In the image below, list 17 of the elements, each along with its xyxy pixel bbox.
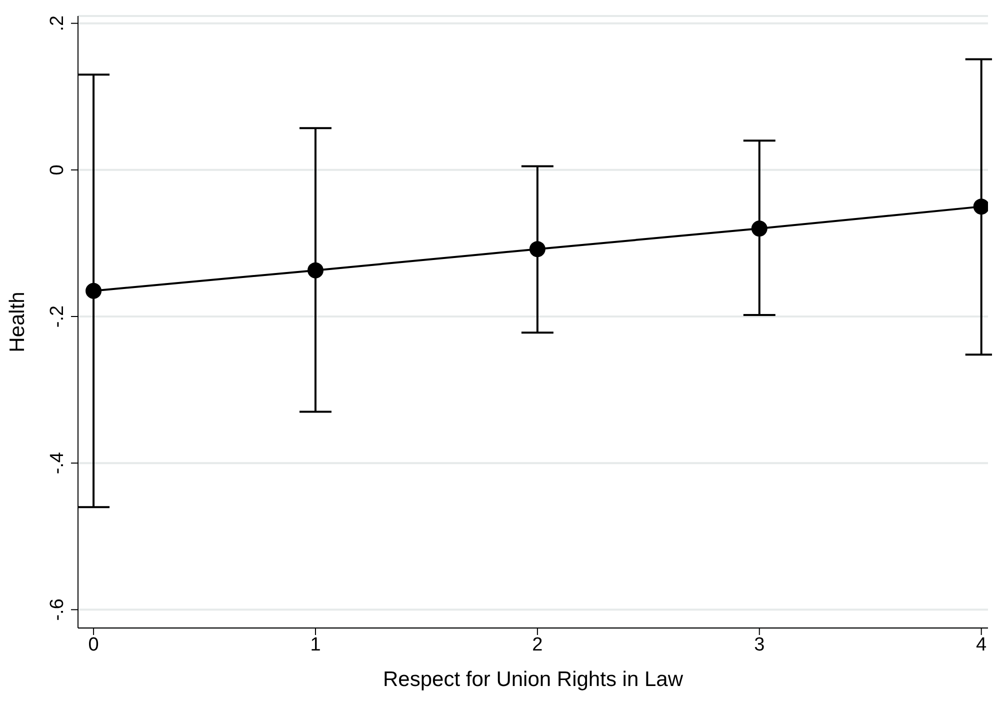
- point: [86, 282, 102, 299]
- y-axis-title: Health: [6, 292, 29, 352]
- x-tick-label: 1: [310, 634, 321, 656]
- x-tick-label: 0: [88, 634, 99, 656]
- y-tick-label: -.6: [47, 598, 68, 621]
- point: [973, 198, 988, 215]
- x-tick-label: 4: [976, 634, 988, 656]
- y-tick-label: 0: [47, 164, 68, 176]
- x-tick-label: 2: [532, 634, 543, 656]
- y-tick-label: .2: [47, 15, 68, 32]
- point: [529, 241, 546, 258]
- point: [751, 220, 768, 237]
- point: [307, 262, 324, 278]
- x-axis-title: Respect for Union Rights in Law: [383, 668, 684, 691]
- y-tick-label: -.4: [47, 452, 68, 474]
- y-tick-label: -.2: [47, 305, 68, 328]
- x-tick-label: 3: [754, 634, 765, 656]
